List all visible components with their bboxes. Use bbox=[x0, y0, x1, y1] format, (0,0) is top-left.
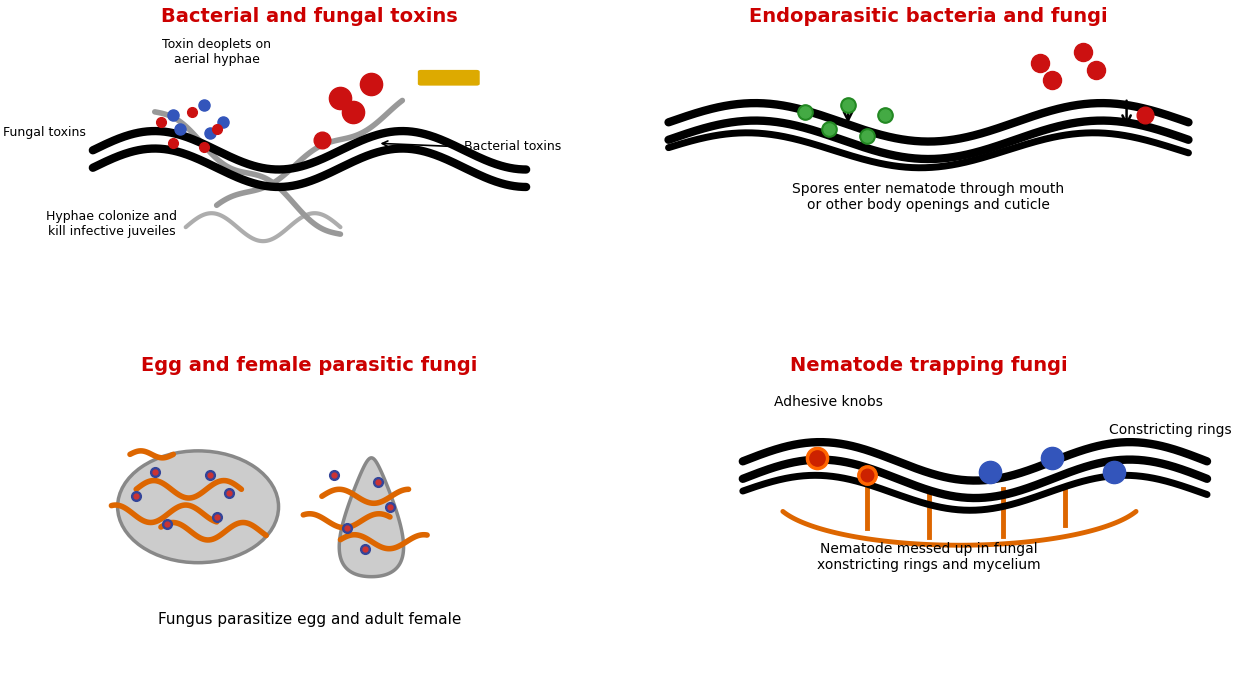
Polygon shape bbox=[339, 458, 404, 577]
Text: Fungal toxins: Fungal toxins bbox=[4, 127, 85, 139]
Text: Nematode messed up in fungal
xonstricting rings and mycelium: Nematode messed up in fungal xonstrictin… bbox=[817, 542, 1040, 572]
Ellipse shape bbox=[118, 451, 279, 563]
Text: Adhesive knobs: Adhesive knobs bbox=[774, 395, 883, 409]
Text: Bacterial toxins: Bacterial toxins bbox=[464, 140, 562, 153]
Text: Constricting rings: Constricting rings bbox=[1109, 423, 1232, 437]
Text: Egg and female parasitic fungi: Egg and female parasitic fungi bbox=[141, 356, 478, 375]
Text: Fungus parasitize egg and adult female: Fungus parasitize egg and adult female bbox=[157, 612, 462, 626]
Text: Hyphae colonize and
kill infective juveiles: Hyphae colonize and kill infective juvei… bbox=[46, 210, 177, 238]
Text: Bacterial and fungal toxins: Bacterial and fungal toxins bbox=[161, 7, 458, 26]
Text: Toxin deoplets on
aerial hyphae: Toxin deoplets on aerial hyphae bbox=[162, 38, 271, 66]
Text: Spores enter nematode through mouth
or other body openings and cuticle: Spores enter nematode through mouth or o… bbox=[792, 182, 1065, 212]
Text: Nematode trapping fungi: Nematode trapping fungi bbox=[790, 356, 1067, 375]
Text: Endoparasitic bacteria and fungi: Endoparasitic bacteria and fungi bbox=[749, 7, 1108, 26]
FancyBboxPatch shape bbox=[418, 70, 480, 86]
